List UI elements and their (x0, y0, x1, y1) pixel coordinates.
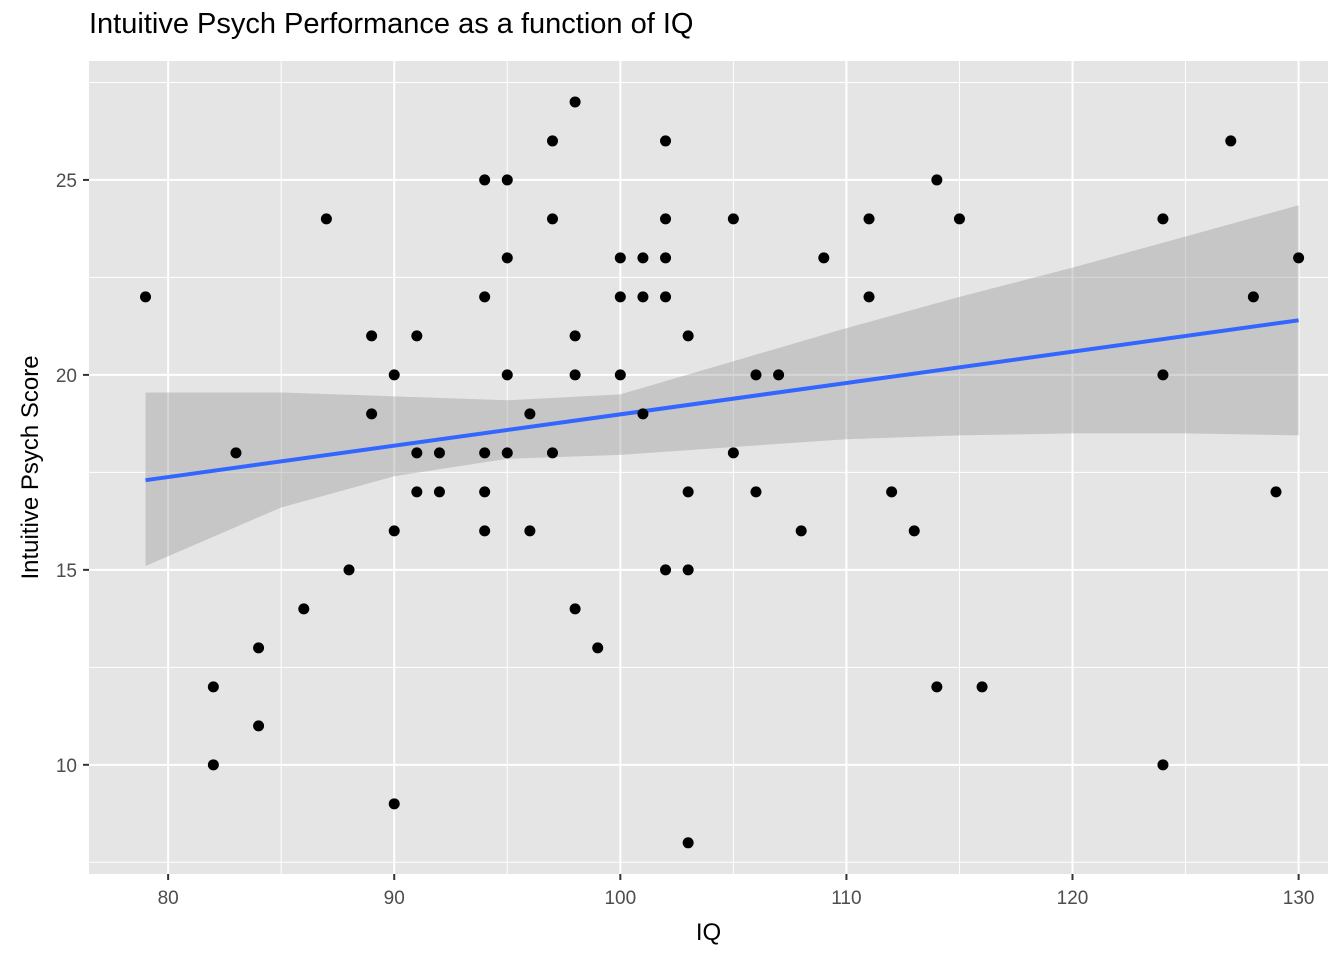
data-point (682, 486, 694, 498)
data-point (411, 447, 423, 459)
data-point (501, 252, 513, 264)
x-axis: 80 90 100 110 120 130 (158, 874, 1315, 909)
data-point (433, 447, 445, 459)
data-point (479, 525, 491, 537)
data-point (660, 213, 672, 225)
data-point (366, 330, 378, 342)
data-point (501, 174, 513, 186)
minor-gridlines (89, 61, 1328, 874)
data-point (682, 837, 694, 849)
data-point (592, 642, 604, 654)
data-point (976, 681, 988, 693)
data-point (795, 525, 807, 537)
data-point (953, 213, 965, 225)
data-point (411, 330, 423, 342)
data-point (682, 330, 694, 342)
data-point (863, 291, 875, 303)
data-point (569, 369, 581, 381)
y-tick-label: 20 (56, 366, 77, 387)
data-point (682, 564, 694, 576)
data-point (931, 681, 943, 693)
data-point (388, 369, 400, 381)
data-point (727, 447, 739, 459)
data-point (388, 525, 400, 537)
x-tick-label: 110 (831, 888, 861, 909)
data-point (1225, 135, 1237, 147)
data-point (1157, 213, 1169, 225)
data-point (546, 135, 558, 147)
data-point (614, 369, 626, 381)
data-point (253, 642, 265, 654)
data-point (343, 564, 355, 576)
y-axis-title: Intuitive Psych Score (17, 355, 44, 579)
data-point (524, 408, 536, 420)
data-point (479, 447, 491, 459)
data-point (908, 525, 920, 537)
y-tick-label: 10 (56, 756, 77, 777)
data-point (546, 447, 558, 459)
data-point (931, 174, 943, 186)
x-tick-label: 120 (1057, 888, 1089, 909)
data-point (660, 291, 672, 303)
data-point (207, 759, 219, 771)
data-point (1270, 486, 1282, 498)
data-point (773, 369, 785, 381)
data-point (524, 525, 536, 537)
data-point (660, 564, 672, 576)
data-point (750, 369, 762, 381)
data-point (1157, 369, 1169, 381)
data-point (637, 252, 649, 264)
data-point (637, 291, 649, 303)
data-point (253, 720, 265, 732)
y-axis: 10 15 20 25 (56, 171, 89, 777)
data-point (750, 486, 762, 498)
x-tick-label: 130 (1283, 888, 1315, 909)
data-point (863, 213, 875, 225)
data-point (320, 213, 332, 225)
major-gridlines (89, 61, 1328, 874)
data-point (637, 408, 649, 420)
data-point (1293, 252, 1305, 264)
data-point (366, 408, 378, 420)
data-points (140, 96, 1305, 849)
data-point (818, 252, 830, 264)
data-point (140, 291, 152, 303)
data-point (479, 291, 491, 303)
data-point (411, 486, 423, 498)
data-point (569, 603, 581, 615)
data-point (569, 96, 581, 108)
data-point (230, 447, 242, 459)
data-point (614, 252, 626, 264)
data-point (886, 486, 898, 498)
data-point (298, 603, 310, 615)
data-point (546, 213, 558, 225)
data-point (388, 798, 400, 810)
data-point (479, 174, 491, 186)
data-point (479, 486, 491, 498)
data-point (433, 486, 445, 498)
data-point (727, 213, 739, 225)
y-tick-label: 15 (56, 561, 77, 582)
confidence-band (145, 205, 1299, 566)
plot-panel (89, 61, 1328, 874)
data-point (660, 252, 672, 264)
data-point (1157, 759, 1169, 771)
data-point (614, 291, 626, 303)
regression-line (145, 318, 1299, 483)
x-tick-label: 90 (384, 888, 405, 909)
data-point (569, 330, 581, 342)
x-axis-title: IQ (696, 919, 721, 946)
data-point (1247, 291, 1259, 303)
y-tick-label: 25 (56, 171, 77, 192)
data-point (501, 447, 513, 459)
data-point (660, 135, 672, 147)
x-tick-label: 80 (158, 888, 179, 909)
chart-title: Intuitive Psych Performance as a functio… (89, 8, 694, 40)
data-point (207, 681, 219, 693)
x-tick-label: 100 (604, 888, 636, 909)
data-point (501, 369, 513, 381)
